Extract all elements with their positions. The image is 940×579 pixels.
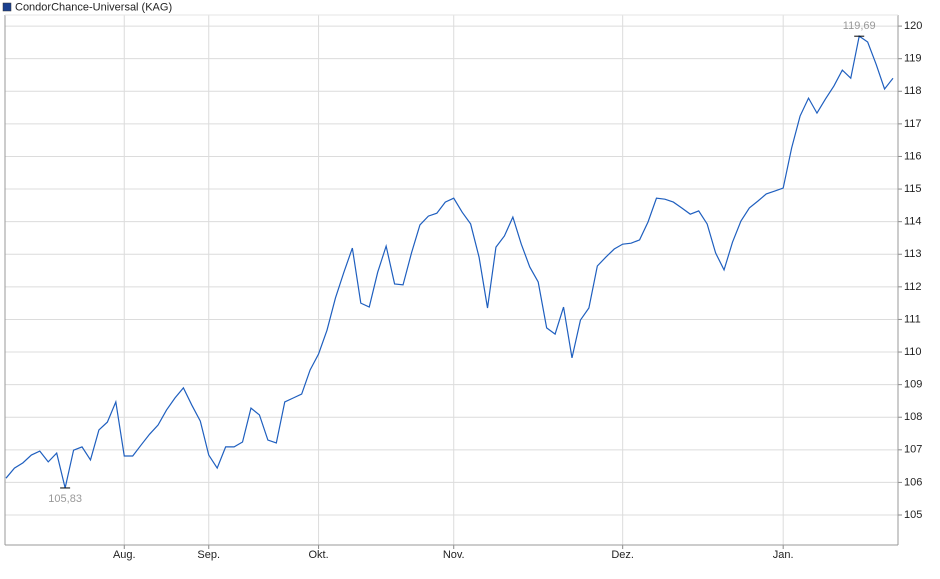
legend-swatch: [2, 2, 12, 12]
x-tick-label: Jan.: [773, 549, 794, 561]
y-tick-label: 109: [904, 379, 922, 391]
x-tick-label: Aug.: [113, 549, 136, 561]
y-tick-label: 111: [904, 313, 921, 325]
y-tick-label: 110: [904, 346, 922, 358]
y-tick-label: 114: [904, 216, 922, 228]
y-tick-label: 120: [904, 20, 922, 32]
y-tick-label: 118: [904, 85, 922, 97]
value-label: 105,83: [48, 493, 82, 505]
x-tick-label: Nov.: [443, 549, 465, 561]
x-tick-label: Okt.: [308, 549, 328, 561]
y-tick-label: 119: [904, 53, 922, 65]
y-tick-label: 107: [904, 444, 922, 456]
y-tick-label: 108: [904, 411, 922, 423]
y-tick-label: 116: [904, 150, 922, 162]
legend-label: CondorChance-Universal (KAG): [15, 1, 172, 13]
x-tick-label: Sep.: [197, 549, 220, 561]
y-tick-label: 106: [904, 476, 922, 488]
y-tick-label: 105: [904, 509, 922, 521]
y-tick-label: 112: [904, 281, 922, 293]
value-label: 119,69: [843, 20, 876, 32]
data-line: [5, 35, 894, 489]
x-tick-label: Dez.: [611, 549, 634, 561]
y-tick-label: 117: [904, 118, 922, 130]
y-tick-label: 115: [904, 183, 922, 195]
y-tick-label: 113: [904, 248, 922, 260]
